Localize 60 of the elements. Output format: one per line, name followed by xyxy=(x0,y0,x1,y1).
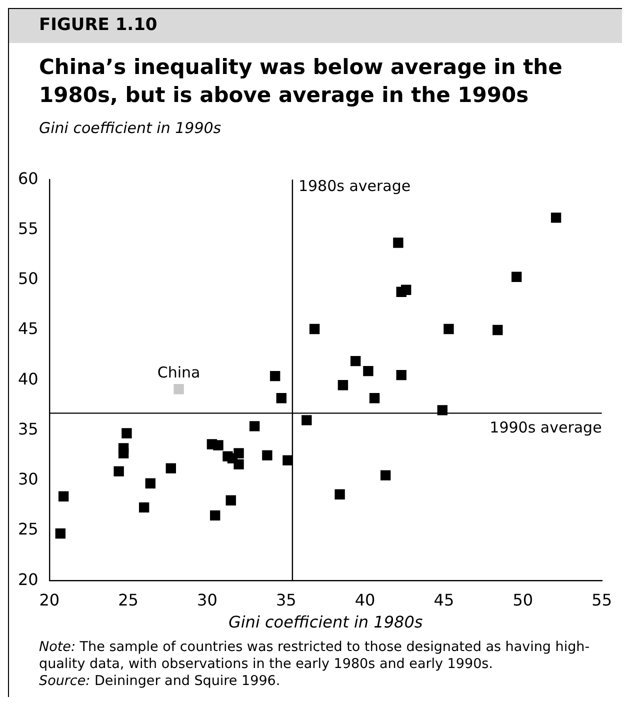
point xyxy=(166,463,176,474)
x-tick-label: 50 xyxy=(512,590,534,610)
point xyxy=(213,440,224,450)
ref-line-label: 1990s average xyxy=(490,418,602,437)
point xyxy=(380,470,391,480)
point xyxy=(492,324,503,336)
point xyxy=(226,495,236,506)
point xyxy=(396,370,406,380)
ref-line-label: 1980s average xyxy=(298,176,411,195)
point xyxy=(58,491,69,502)
y-tick-label: 30 xyxy=(18,470,38,489)
point xyxy=(511,272,522,282)
x-tick-label: 45 xyxy=(434,590,454,610)
y-tick-label: 45 xyxy=(18,319,38,338)
y-tick-label: 20 xyxy=(18,570,38,589)
x-tick-label: 55 xyxy=(592,590,612,610)
y-tick-label: 55 xyxy=(18,218,38,238)
point xyxy=(174,384,184,394)
point xyxy=(302,415,312,426)
y-tick-label: 50 xyxy=(18,269,38,288)
point xyxy=(363,366,374,376)
point xyxy=(118,448,129,458)
point xyxy=(276,393,286,404)
point xyxy=(369,393,380,404)
point xyxy=(114,466,124,476)
point xyxy=(400,284,412,295)
point xyxy=(138,502,150,513)
x-tick-label: 20 xyxy=(39,590,60,610)
point xyxy=(234,459,244,470)
point xyxy=(145,478,156,488)
y-tick-label: 40 xyxy=(18,369,38,388)
point xyxy=(55,528,66,539)
point xyxy=(550,212,562,223)
text: Note: The sample of countries was restricted to those designated as having high-quality data, with observations in the early 1980s and early 1990s. xyxy=(39,639,590,672)
y-axis-title: Gini coefficient in 1990s xyxy=(38,118,222,137)
x-tick-label: 35 xyxy=(276,590,296,610)
point xyxy=(270,370,280,382)
caption: FIGURE 1.10 xyxy=(39,15,158,35)
x-axis-title: Gini coefficient in 1980s xyxy=(228,612,423,632)
point xyxy=(334,489,345,500)
point xyxy=(249,421,260,432)
point xyxy=(350,356,361,366)
point xyxy=(309,324,320,334)
point xyxy=(210,510,220,521)
x-tick-label: 25 xyxy=(118,590,138,610)
chart-title: China’s inequality was below average in the 1980s, but is above average in the 1990s xyxy=(38,54,564,109)
point xyxy=(282,455,293,466)
point xyxy=(393,238,404,248)
point xyxy=(444,324,454,334)
point xyxy=(338,380,348,390)
source-note: Source: Deininger and Squire 1996. xyxy=(39,673,280,689)
point xyxy=(262,450,272,460)
point xyxy=(234,448,244,458)
point xyxy=(122,428,132,438)
x-tick-label: 40 xyxy=(354,590,376,610)
annotation: China xyxy=(157,364,200,382)
x-tick-label: 30 xyxy=(197,590,218,610)
y-tick-label: 35 xyxy=(18,419,38,438)
y-tick-label: 25 xyxy=(18,520,38,539)
y-tick-label: 60 xyxy=(18,168,38,188)
